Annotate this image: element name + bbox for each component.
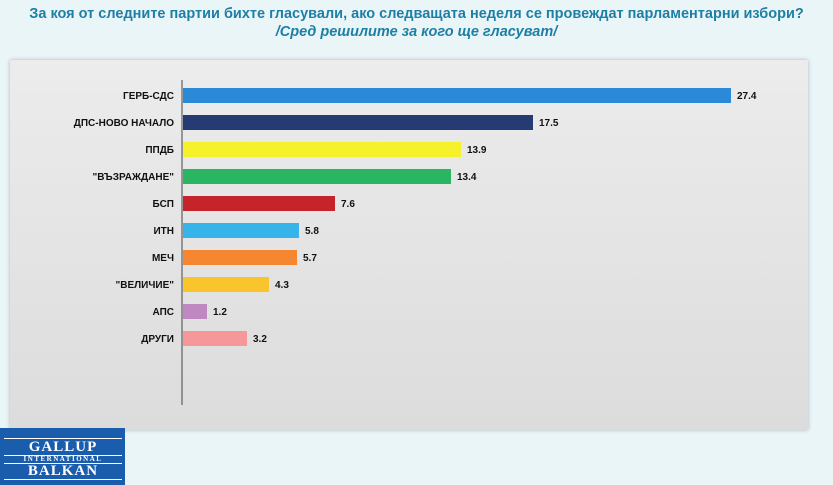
value-label: 7.6 (341, 199, 355, 210)
bar (183, 196, 335, 211)
bar (183, 88, 731, 103)
value-label: 27.4 (737, 91, 757, 102)
bar (183, 277, 269, 292)
value-label: 13.4 (457, 172, 477, 183)
category-label: ДПС-НОВО НАЧАЛО (74, 118, 174, 129)
value-label: 17.5 (539, 118, 559, 129)
category-label: ДРУГИ (141, 334, 174, 345)
category-label: АПС (153, 307, 175, 318)
bar (183, 115, 533, 130)
value-label: 1.2 (213, 307, 227, 318)
logo-line-2: INTERNATIONAL (23, 455, 103, 463)
gallup-logo: GALLUP INTERNATIONAL BALKAN (0, 428, 125, 485)
category-label: ИТН (153, 226, 174, 237)
value-label: 4.3 (275, 280, 289, 291)
category-label: "ВЪЗРАЖДАНЕ" (93, 172, 175, 183)
bar (183, 331, 247, 346)
category-label: ГЕРБ-СДС (123, 91, 174, 102)
category-label: "ВЕЛИЧИЕ" (116, 280, 175, 291)
bar (183, 223, 299, 238)
bar (183, 304, 207, 319)
chart-panel: ГЕРБ-СДС 27.4 ДПС-НОВО НАЧАЛО 17.5 ППДБ 13.9 "… (10, 60, 808, 430)
bar (183, 142, 461, 157)
value-label: 5.8 (305, 226, 319, 237)
bar (183, 250, 297, 265)
category-label: БСП (153, 199, 174, 210)
value-label: 3.2 (253, 334, 267, 345)
category-label: МЕЧ (152, 253, 174, 264)
chart-subtitle: /Сред решилите за кого ще гласуват/ (275, 24, 558, 40)
value-label: 13.9 (467, 145, 487, 156)
logo-line-1: GALLUP (28, 439, 98, 455)
value-label: 5.7 (303, 253, 317, 264)
logo-line-3: BALKAN (27, 463, 99, 479)
chart-title: За коя от следните партии бихте гласувал… (29, 6, 804, 22)
bar (183, 169, 451, 184)
bar-chart: ГЕРБ-СДС 27.4 ДПС-НОВО НАЧАЛО 17.5 ППДБ 13.9 "… (74, 80, 757, 405)
category-label: ППДБ (145, 145, 174, 156)
